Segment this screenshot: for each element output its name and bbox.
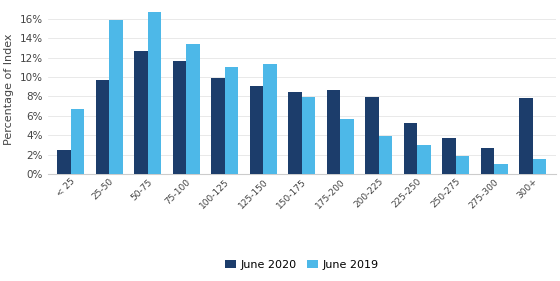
Bar <box>442 138 456 174</box>
Bar <box>302 98 315 174</box>
Bar <box>456 156 469 174</box>
Bar <box>481 148 494 174</box>
Bar <box>134 51 148 174</box>
Bar <box>109 20 123 174</box>
Bar <box>288 92 302 174</box>
Bar <box>148 12 161 174</box>
Bar <box>71 109 84 174</box>
Bar <box>494 164 508 174</box>
Legend: June 2020, June 2019: June 2020, June 2019 <box>220 255 384 274</box>
Bar <box>186 44 200 174</box>
Bar <box>327 90 340 174</box>
Bar <box>225 67 238 174</box>
Bar <box>250 86 263 174</box>
Bar <box>519 98 533 174</box>
Bar <box>340 119 354 174</box>
Bar <box>533 159 546 174</box>
Bar <box>417 145 431 174</box>
Y-axis label: Percentage of Index: Percentage of Index <box>4 33 14 145</box>
Bar <box>379 136 392 174</box>
Bar <box>96 80 109 174</box>
Bar <box>365 98 379 174</box>
Bar <box>263 64 277 174</box>
Bar <box>211 78 225 174</box>
Bar <box>57 150 71 174</box>
Bar <box>404 123 417 174</box>
Bar <box>173 60 186 174</box>
